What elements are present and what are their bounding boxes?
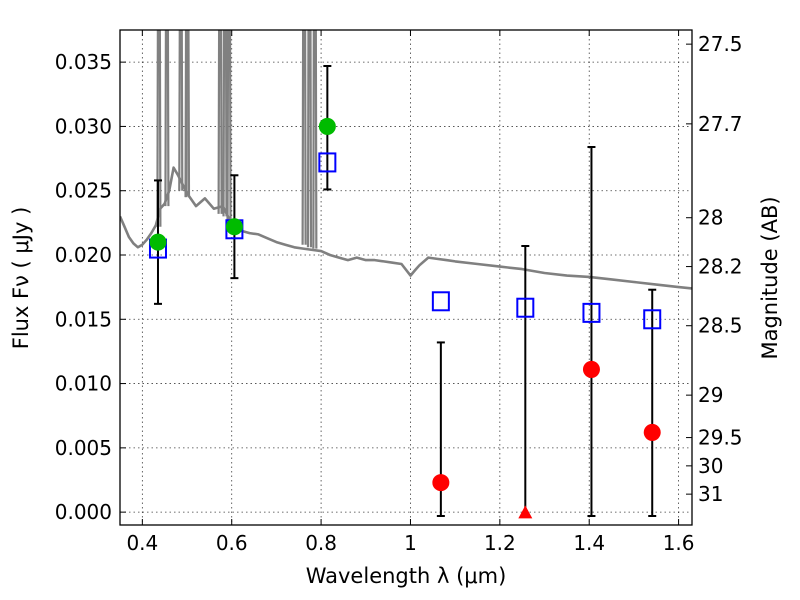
x-tick-label: 1.2 [484, 531, 516, 555]
model-emission-line [217, 30, 223, 214]
y-tick-label: 0.005 [55, 436, 112, 460]
model-photometry-square [431, 291, 450, 312]
model-photometry-square [516, 297, 535, 318]
magnitude-tick-label: 29 [698, 383, 723, 407]
x-axis: 0.4 0.6 0.8 1 1.2 1.4 1.6 [126, 30, 695, 555]
y-tick-label: 0.030 [55, 114, 112, 138]
y-tick-label: 0.015 [55, 307, 112, 331]
upper-limit-triangle [518, 505, 533, 519]
detection-point [225, 218, 243, 236]
magnitude-tick-label: 28.5 [698, 314, 743, 338]
y-tick-label: 0.035 [55, 50, 112, 74]
model-emission-line [301, 30, 307, 245]
x-tick-label: 1.6 [663, 531, 695, 555]
non-detection-point [432, 474, 450, 492]
model-photometry-square [643, 309, 662, 330]
y-tick-label: 0.000 [55, 500, 112, 524]
x-axis-label: Wavelength λ (μm) [306, 564, 507, 588]
model-emission-line [226, 30, 232, 222]
magnitude-tick-label: 30 [698, 454, 723, 478]
y-tick-label: 0.020 [55, 243, 112, 267]
model-emission-line [312, 30, 318, 249]
magnitude-tick-label: 27.5 [698, 32, 743, 56]
model-emission-line [306, 30, 313, 248]
magnitude-tick-label: 31 [698, 482, 723, 506]
detection-point [149, 233, 167, 251]
model-emission-line [156, 30, 162, 227]
magnitude-tick-label: 27.7 [698, 112, 743, 136]
y-axis-right-label: Magnitude (AB) [758, 196, 782, 359]
non-detection-point [582, 360, 600, 378]
model-emission-line [164, 30, 170, 207]
model-spectrum-line [120, 166, 692, 290]
y-tick-label: 0.025 [55, 179, 112, 203]
model-emission-line [184, 30, 190, 198]
y-axis-label: Flux Fν ( μJy ) [9, 207, 33, 350]
model-photometry-square [582, 302, 601, 323]
y-axis-left: 0.000 0.005 0.010 0.015 0.020 0.025 0.030 0.035 [55, 50, 126, 524]
magnitude-tick-label: 29.5 [698, 426, 743, 450]
x-tick-label: 1 [404, 531, 417, 555]
x-tick-label: 1.4 [573, 531, 605, 555]
magnitude-tick-label: 28 [698, 206, 723, 230]
plot-frame [119, 29, 693, 526]
model-emission-line [178, 30, 184, 191]
y-axis-right: 27.5 27.7 28 28.2 28.5 29 29.5 30 31 [686, 32, 743, 506]
detection-point [318, 117, 336, 135]
model-emission-line [222, 30, 228, 217]
plot-area [120, 30, 692, 519]
x-tick-label: 0.4 [126, 531, 158, 555]
magnitude-tick-label: 28.2 [698, 255, 743, 279]
non-detection-point [643, 423, 661, 441]
x-tick-label: 0.8 [305, 531, 337, 555]
model-photometry-square [318, 152, 337, 173]
x-tick-label: 0.6 [216, 531, 248, 555]
y-tick-label: 0.010 [55, 372, 112, 396]
